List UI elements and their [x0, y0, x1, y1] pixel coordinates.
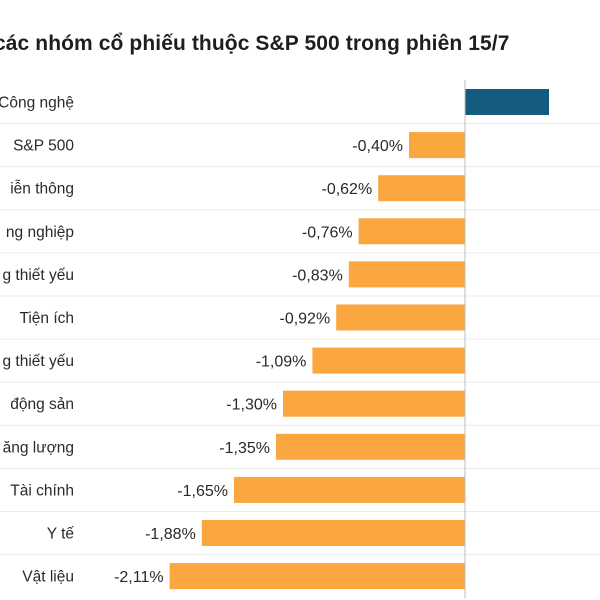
chart-title: các nhóm cổ phiếu thuộc S&P 500 trong ph… — [0, 32, 510, 55]
category-label: động sản — [10, 396, 74, 413]
bar-10 — [234, 476, 465, 503]
bar-11 — [201, 520, 466, 546]
row-separators — [0, 123, 600, 556]
category-label: Tiện ích — [19, 310, 74, 327]
bar-5 — [348, 261, 465, 288]
value-label: -1,09% — [256, 354, 307, 371]
value-label: -1,35% — [219, 440, 270, 457]
category-label: Tài chính — [10, 482, 74, 499]
bar-7 — [312, 347, 465, 374]
value-label: -0,92% — [279, 311, 330, 328]
value-label: -1,65% — [177, 483, 228, 500]
value-label: -0,62% — [321, 181, 372, 198]
bar-3 — [378, 175, 465, 202]
bar-6 — [336, 304, 465, 331]
category-label: ăng lượng — [3, 439, 74, 456]
category-label: Công nghệ — [0, 95, 74, 112]
bar-4 — [358, 218, 465, 245]
bar-12 — [169, 563, 465, 590]
category-label: iễn thông — [10, 181, 74, 198]
value-label: -0,40% — [352, 138, 403, 155]
category-label: ng nghiệp — [6, 224, 74, 241]
value-label: -0,83% — [292, 267, 343, 284]
value-label: -0,76% — [302, 224, 353, 241]
value-label: -1,30% — [226, 397, 277, 414]
category-label: S&P 500 — [13, 138, 74, 155]
category-label: g thiết yếu — [2, 267, 74, 284]
category-label: Vật liệu — [22, 569, 74, 586]
value-label: -1,88% — [145, 526, 196, 543]
bar-9 — [276, 433, 465, 460]
category-label: Y tế — [47, 526, 75, 543]
bar-8 — [283, 390, 465, 417]
category-label: g thiết yếu — [2, 353, 74, 370]
bar-2 — [409, 132, 465, 159]
bar-1 — [465, 89, 549, 115]
value-label: -2,11% — [114, 569, 164, 586]
